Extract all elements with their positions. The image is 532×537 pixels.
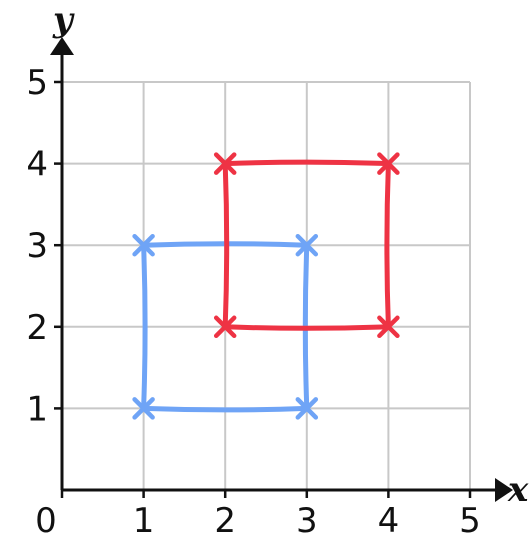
series-2-point-marker xyxy=(213,315,237,339)
series-1-point-marker xyxy=(295,233,319,257)
x-axis-arrow xyxy=(495,478,513,502)
series-layer xyxy=(132,152,400,420)
axes xyxy=(50,37,513,502)
y-axis-label: y xyxy=(52,0,75,40)
x-tick-label: 1 xyxy=(133,501,155,537)
y-tick-label: 1 xyxy=(26,389,48,429)
series-2-point-marker xyxy=(377,315,400,339)
y-tick-label: 3 xyxy=(26,226,48,266)
y-tick-label: 2 xyxy=(26,308,48,348)
y-tick-label: 4 xyxy=(26,145,48,185)
x-axis-label: x xyxy=(507,470,529,510)
grid xyxy=(62,81,471,490)
labels-layer: x y 0 1 2 3 4 5 1 2 3 4 5 xyxy=(26,0,529,537)
x-tick-label: 0 xyxy=(35,501,57,537)
y-axis-arrow xyxy=(50,37,74,55)
y-tick-label: 5 xyxy=(26,63,48,103)
x-tick-label: 3 xyxy=(296,501,318,537)
series-1-point-marker xyxy=(132,397,155,420)
x-tick-label: 2 xyxy=(214,501,236,537)
series-2-point-marker xyxy=(213,152,237,175)
series-1-point-marker xyxy=(132,233,155,257)
series-2-point-marker xyxy=(377,152,400,175)
x-tick-label: 5 xyxy=(459,501,481,537)
x-tick-label: 4 xyxy=(378,501,400,537)
series-1-point-marker xyxy=(295,397,319,420)
